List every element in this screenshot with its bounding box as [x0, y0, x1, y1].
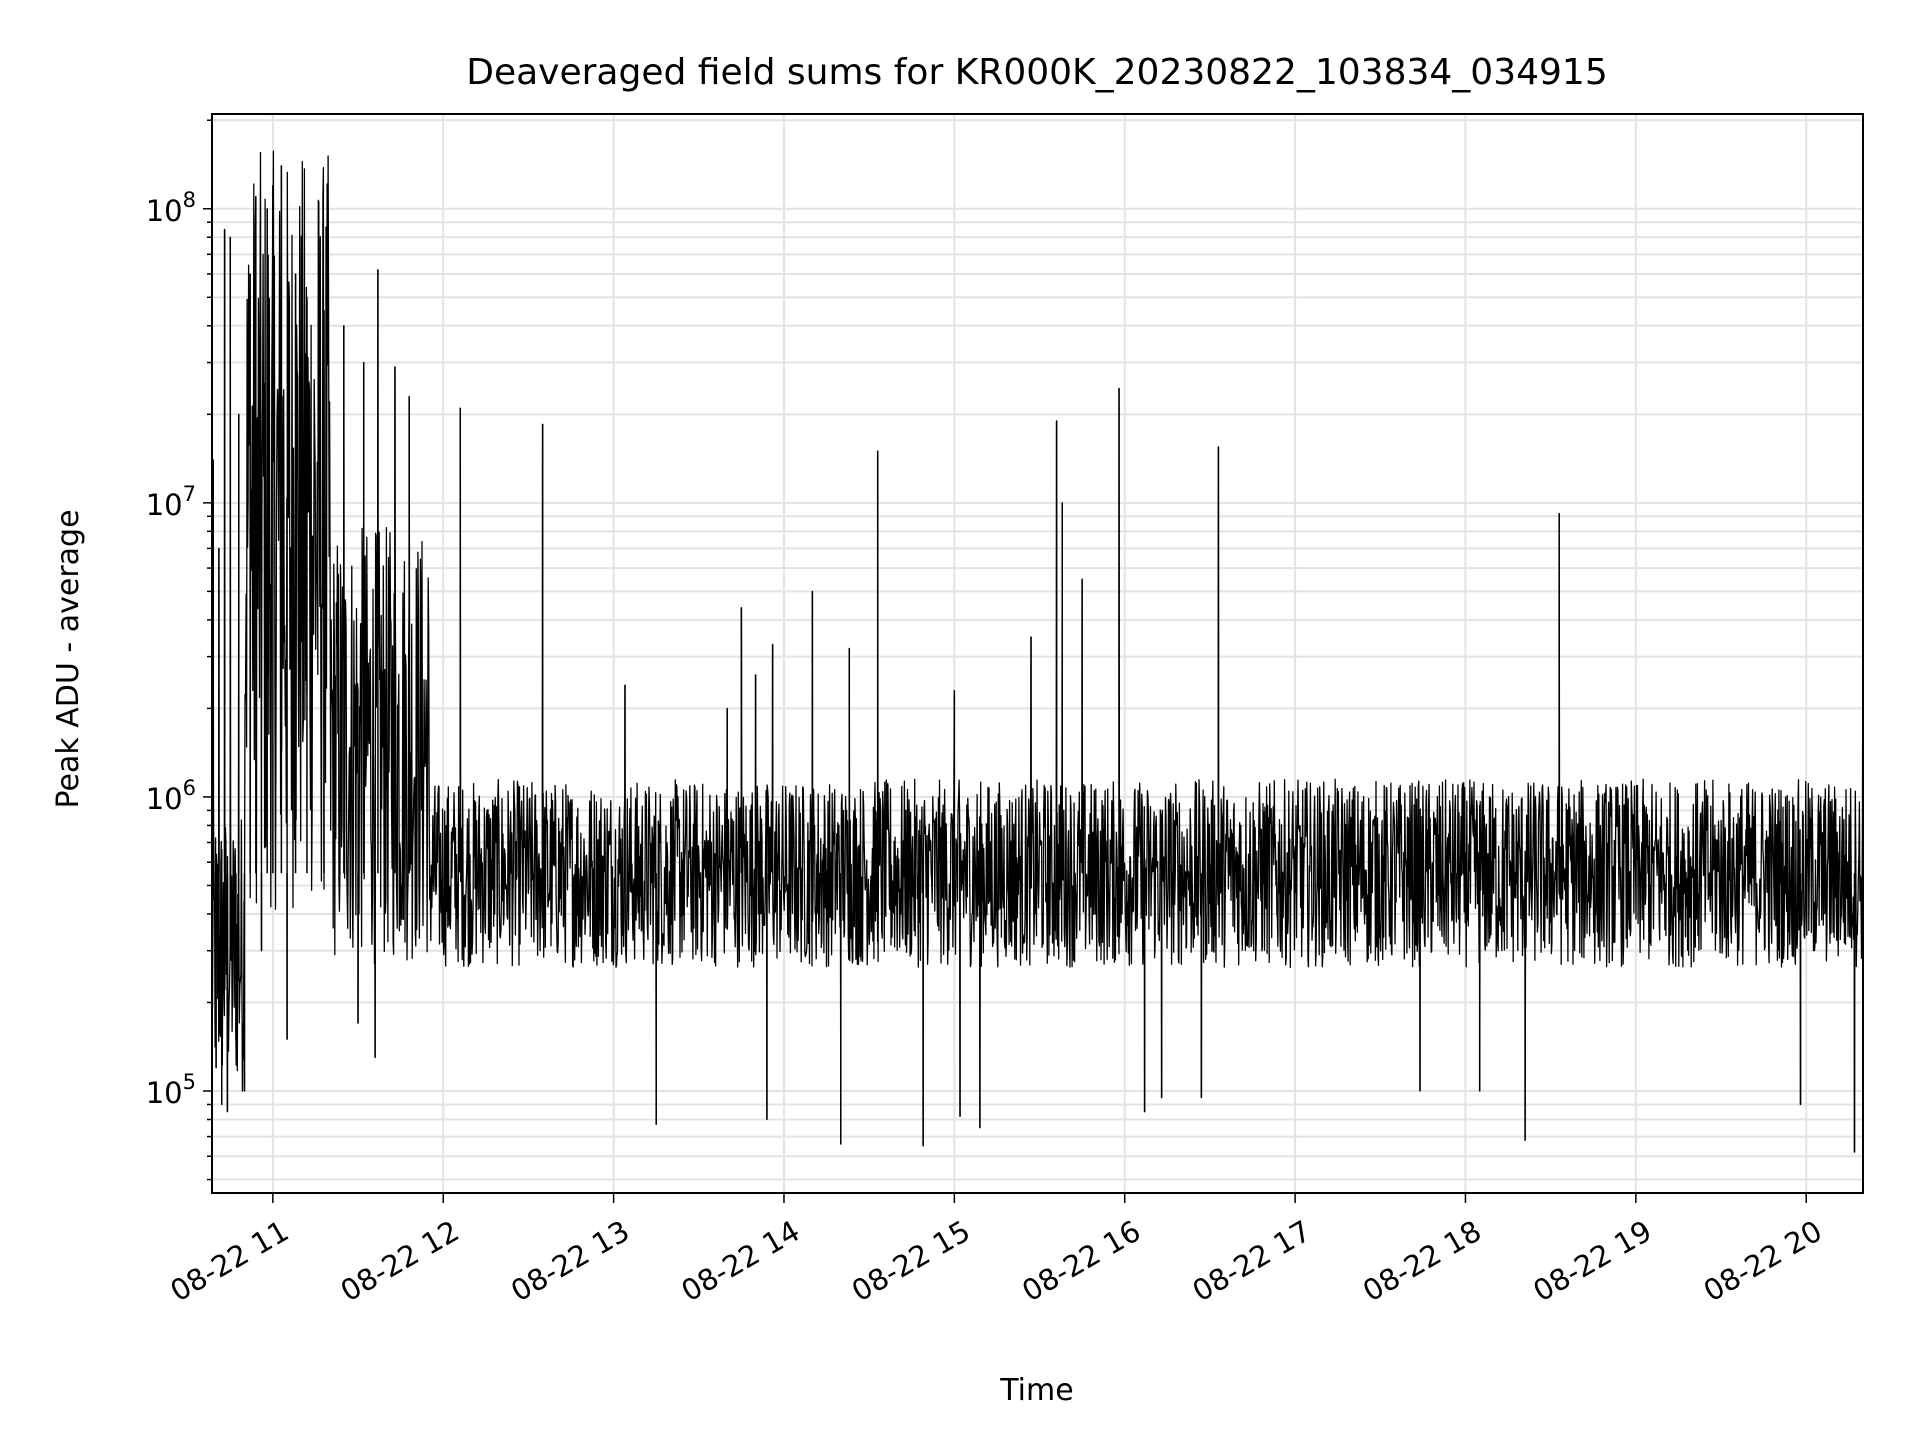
y-tick-label: 107: [146, 482, 196, 522]
y-tick-label: 108: [146, 188, 196, 228]
chart-title: Deaveraged field sums for KR000K_2023082…: [466, 52, 1607, 93]
x-axis-label: Time: [999, 1373, 1073, 1408]
y-tick-label: 106: [146, 776, 196, 816]
y-axis-label: Peak ADU - average: [51, 509, 86, 808]
data-series: [212, 150, 1863, 1153]
plot-area-frame: [211, 113, 1864, 1194]
y-tick-label: 105: [146, 1070, 196, 1110]
